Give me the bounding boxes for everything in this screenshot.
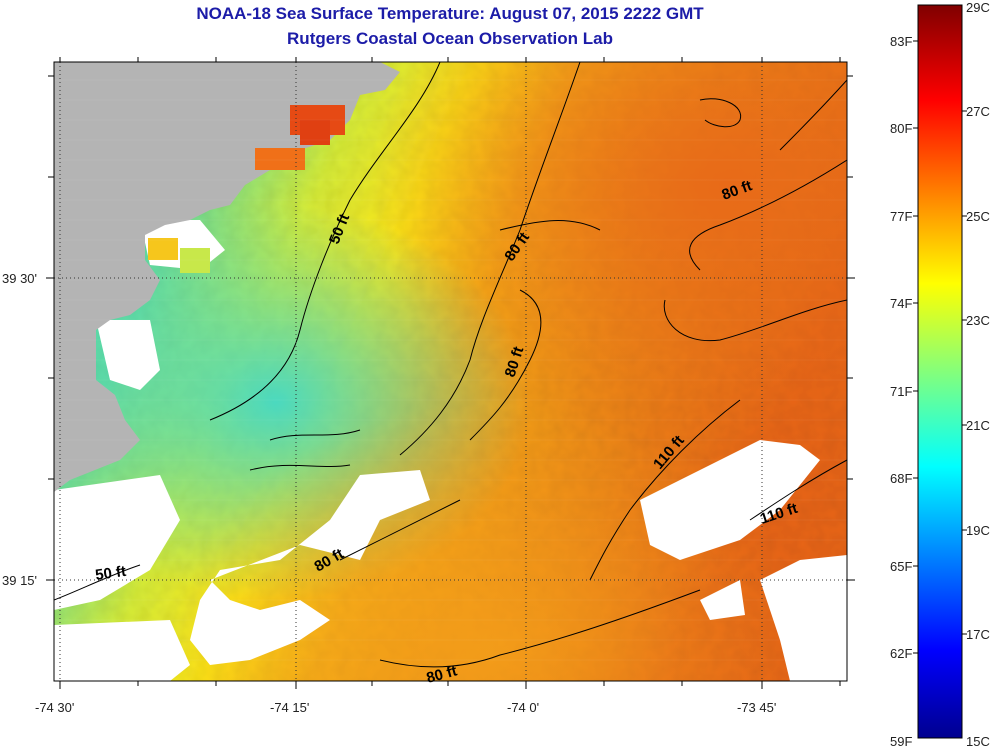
cb-c-25: 25C bbox=[966, 209, 990, 224]
map-subtitle: Rutgers Coastal Ocean Observation Lab bbox=[287, 29, 613, 48]
cb-f-74: 74F bbox=[890, 296, 912, 311]
graticule bbox=[54, 62, 847, 681]
lon-label-4: -73 45' bbox=[737, 700, 776, 715]
nearshore-warm-pixels bbox=[148, 105, 345, 273]
lat-label-2: 39 15' bbox=[2, 573, 37, 588]
pixel-grid bbox=[54, 79, 847, 661]
cb-c-19: 19C bbox=[966, 523, 990, 538]
cb-c-17: 17C bbox=[966, 627, 990, 642]
cb-f-62: 62F bbox=[890, 646, 912, 661]
cb-f-83: 83F bbox=[890, 34, 912, 49]
plot-frame bbox=[53, 61, 848, 682]
cb-c-23: 23C bbox=[966, 313, 990, 328]
colorbar-ticks bbox=[913, 40, 967, 654]
cb-f-80: 80F bbox=[890, 121, 912, 136]
cb-f-68: 68F bbox=[890, 471, 912, 486]
lon-label-1: -74 30' bbox=[35, 700, 74, 715]
cb-f-65: 65F bbox=[890, 559, 912, 574]
bathymetry-contours bbox=[54, 62, 847, 668]
lon-label-3: -74 0' bbox=[507, 700, 539, 715]
axis-ticks bbox=[46, 57, 855, 689]
cb-f-71: 71F bbox=[890, 384, 912, 399]
no-data-regions bbox=[54, 220, 847, 681]
lat-label-1: 39 30' bbox=[2, 271, 37, 286]
map-title: NOAA-18 Sea Surface Temperature: August … bbox=[196, 4, 704, 23]
land-mass bbox=[54, 62, 400, 492]
sst-field bbox=[54, 62, 847, 681]
cb-c-27: 27C bbox=[966, 104, 990, 119]
colorbar-gradient bbox=[917, 4, 963, 739]
colorbar: 83F 80F 77F 74F 71F 68F 65F 62F 59F 29C … bbox=[890, 0, 990, 749]
cb-c-21: 21C bbox=[966, 418, 990, 433]
lon-label-2: -74 15' bbox=[270, 700, 309, 715]
depth-label-50ft-south: 50 ft bbox=[94, 563, 127, 584]
cb-f-59: 59F bbox=[890, 734, 912, 749]
cb-c-29: 29C bbox=[966, 0, 990, 15]
cb-c-15: 15C bbox=[966, 734, 990, 749]
cb-f-77: 77F bbox=[890, 209, 912, 224]
